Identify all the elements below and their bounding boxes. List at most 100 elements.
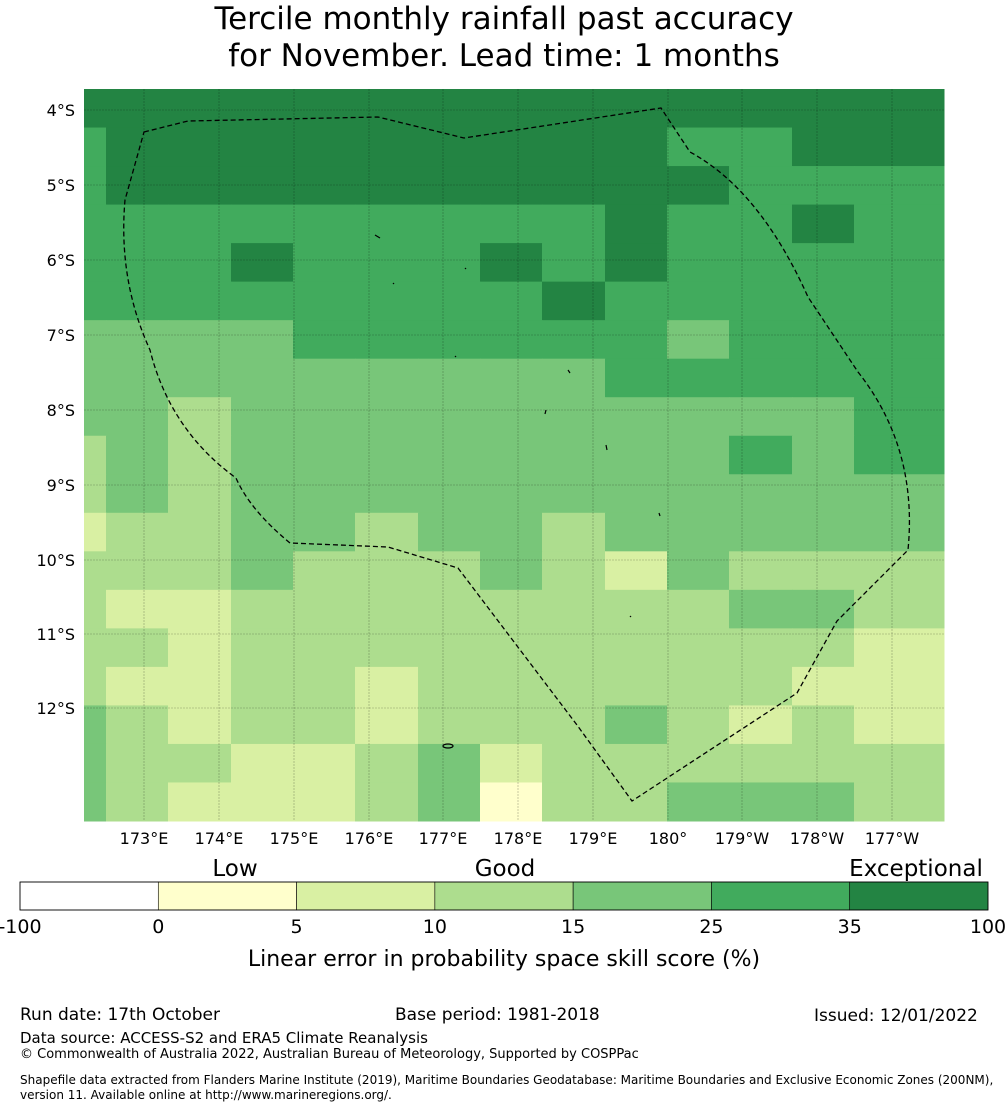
colorbar-category: Low xyxy=(212,856,257,882)
colorbar-tick: 10 xyxy=(423,916,447,938)
lon-label: 180° xyxy=(649,829,688,848)
grid-cell xyxy=(542,435,606,475)
grid-cell xyxy=(667,743,730,783)
grid-cell xyxy=(84,666,107,706)
grid-cell xyxy=(168,512,232,552)
grid-cell xyxy=(605,89,668,129)
grid-cell xyxy=(168,474,232,514)
grid-cell xyxy=(418,89,481,129)
grid-cell xyxy=(84,358,107,398)
grid-cell xyxy=(231,127,294,167)
grid-cell xyxy=(854,628,945,668)
grid-cell xyxy=(667,512,730,552)
grid-cell xyxy=(542,628,606,668)
grid-cell xyxy=(480,628,543,668)
grid-cell xyxy=(418,512,481,552)
grid-cell xyxy=(667,397,730,437)
grid-cell xyxy=(542,243,606,283)
grid-cell xyxy=(418,589,481,629)
grid-cell xyxy=(231,589,294,629)
grid-cell xyxy=(84,166,107,206)
grid-cell xyxy=(854,512,945,552)
grid-cell xyxy=(168,166,232,206)
grid-cell xyxy=(106,397,169,437)
grid-cell xyxy=(729,743,793,783)
grid-cell xyxy=(792,243,855,283)
grid-cell xyxy=(542,512,606,552)
grid-cell xyxy=(854,435,945,475)
grid-cell xyxy=(605,435,668,475)
grid-cell xyxy=(729,512,793,552)
grid-cell xyxy=(418,666,481,706)
grid-cell xyxy=(231,666,294,706)
lon-label: 179°E xyxy=(569,829,618,848)
grid-cell xyxy=(792,166,855,206)
grid-cell xyxy=(355,243,419,283)
grid-cell xyxy=(106,512,169,552)
grid-cell xyxy=(293,397,356,437)
grid-cell xyxy=(542,320,606,360)
map-title-line-1: Tercile monthly rainfall past accuracy xyxy=(214,1,794,37)
longitude-labels: 173°E 174°E 175°E 176°E 177°E 178°E 179°E 180° 1… xyxy=(120,829,920,848)
grid-cell xyxy=(729,281,793,321)
island xyxy=(374,234,381,239)
grid-cell xyxy=(667,204,730,244)
grid-cell xyxy=(231,474,294,514)
grid-cell xyxy=(418,166,481,206)
grid-cell xyxy=(480,166,543,206)
grid-cell xyxy=(355,705,419,745)
island xyxy=(392,282,395,285)
colorbar xyxy=(19,881,989,911)
islands xyxy=(374,234,661,749)
grid-cell xyxy=(729,666,793,706)
grid-cell xyxy=(792,397,855,437)
grid-cell xyxy=(106,358,169,398)
grid-cell xyxy=(605,589,668,629)
lon-label: 178°W xyxy=(790,829,845,848)
grid-cell xyxy=(168,743,232,783)
grid-cell xyxy=(106,166,169,206)
lon-label: 177°E xyxy=(419,829,468,848)
grid-cell xyxy=(106,127,169,167)
grid-cell xyxy=(293,89,356,129)
grid-cell xyxy=(231,243,294,283)
grid-cell xyxy=(418,397,481,437)
grid-cell xyxy=(792,281,855,321)
skill-grid xyxy=(84,89,945,822)
grid-cell xyxy=(480,358,543,398)
grid-cell xyxy=(792,358,855,398)
colorbar-tick-labels: -100 0 5 10 15 25 35 100 xyxy=(0,916,1006,938)
grid-cell xyxy=(542,204,606,244)
grid-cell xyxy=(854,166,945,206)
grid-cell xyxy=(667,551,730,591)
grid-cell xyxy=(854,320,945,360)
shapefile-credit-line-1: Shapefile data extracted from Flanders M… xyxy=(20,1073,994,1087)
colorbar-category-labels: Low Good Exceptional xyxy=(212,856,982,882)
grid-cell xyxy=(854,589,945,629)
grid-cell xyxy=(605,628,668,668)
grid-cell xyxy=(293,204,356,244)
grid-cell xyxy=(293,512,356,552)
lon-label: 176°E xyxy=(345,829,394,848)
grid-cell xyxy=(729,551,793,591)
grid-cell xyxy=(729,589,793,629)
grid-cell xyxy=(854,358,945,398)
grid-cell xyxy=(667,89,730,129)
grid-cell xyxy=(542,89,606,129)
latitude-labels: 4°S 5°S 6°S 7°S 8°S 9°S 10°S 11°S 12°S xyxy=(36,101,75,718)
island xyxy=(605,444,608,451)
grid-cell xyxy=(106,589,169,629)
grid-cell xyxy=(854,666,945,706)
grid-cell xyxy=(480,89,543,129)
eez-boundary xyxy=(123,107,911,802)
grid-cell xyxy=(168,358,232,398)
grid-cell xyxy=(480,743,543,783)
grid-cell xyxy=(854,397,945,437)
grid-cell xyxy=(854,127,945,167)
grid-cell xyxy=(605,358,668,398)
colorbar-tick: 35 xyxy=(838,916,862,938)
grid-cell xyxy=(792,743,855,783)
grid-cell xyxy=(293,435,356,475)
grid-cell xyxy=(605,243,668,283)
grid-cell xyxy=(480,551,543,591)
